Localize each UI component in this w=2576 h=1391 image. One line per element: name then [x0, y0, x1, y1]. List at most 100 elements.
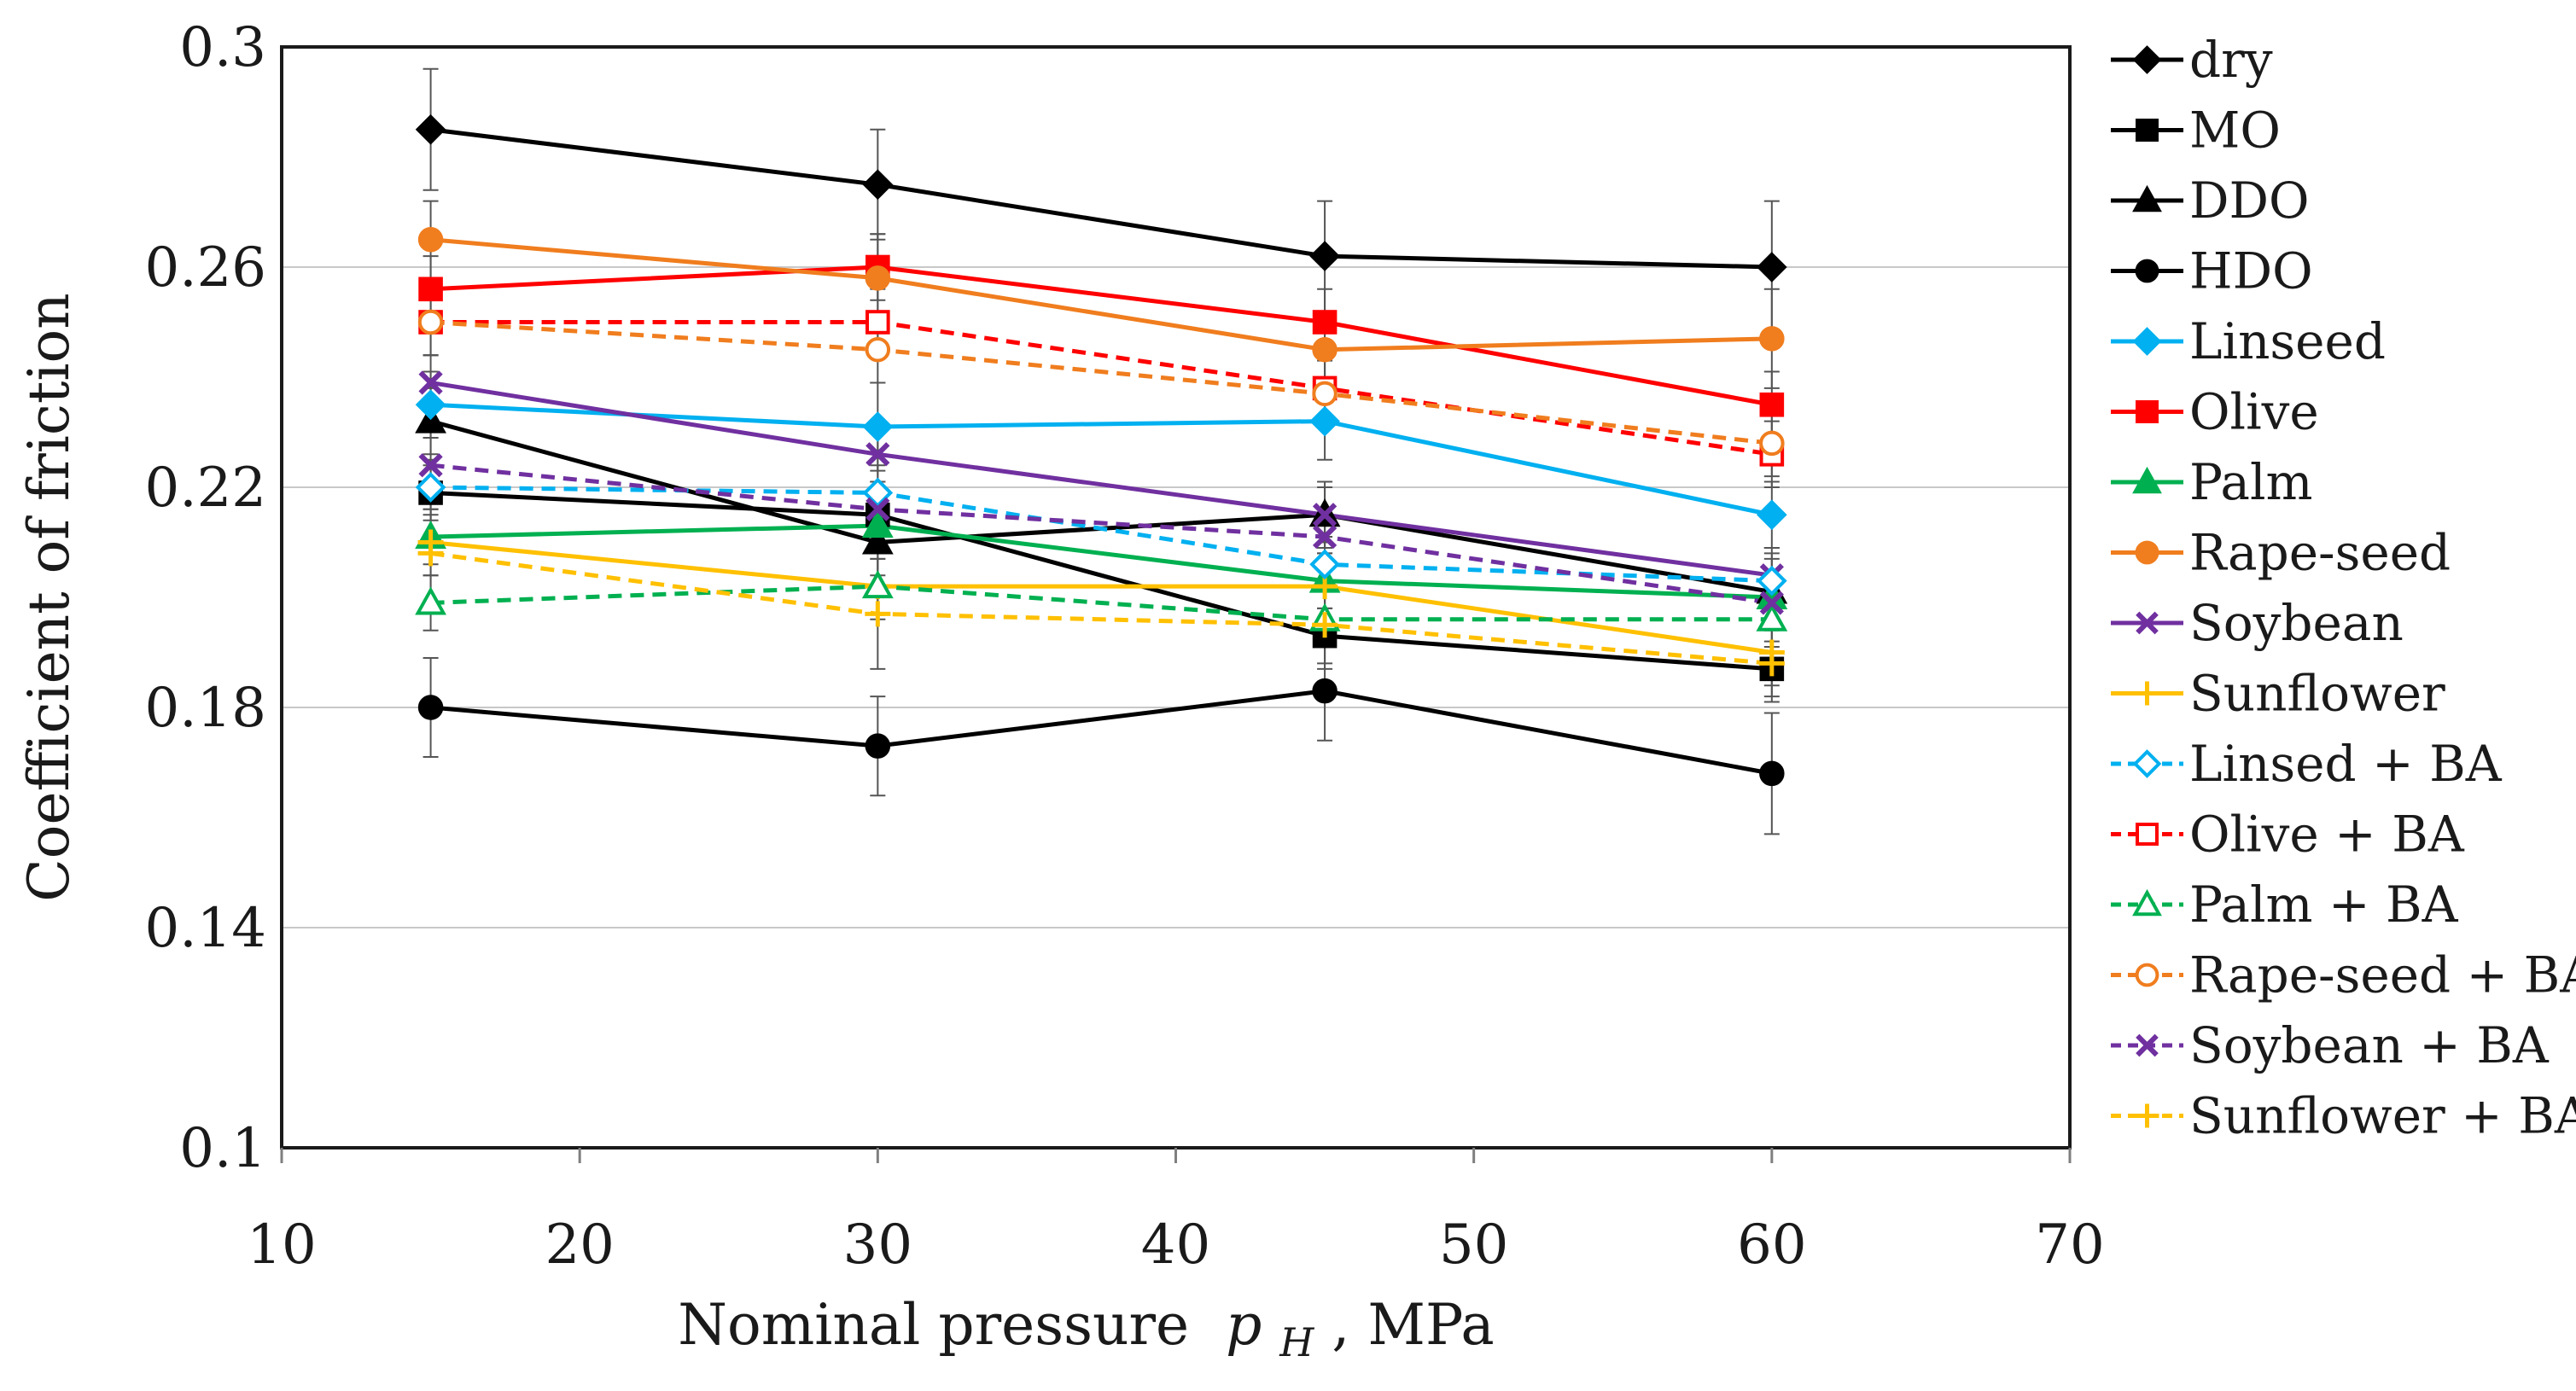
- y-axis-tick-labels: 0.1 0.14 0.18 0.22 0.26 0.3: [145, 16, 267, 1180]
- series-line: [430, 380, 1773, 578]
- data-point: [1757, 252, 1787, 282]
- legend-label: DDO: [2189, 172, 2310, 230]
- x-tick-label: 60: [1737, 1213, 1806, 1277]
- data-point: [1312, 337, 1338, 363]
- series-line: [430, 237, 1772, 352]
- x-tick-label: 50: [1439, 1213, 1508, 1277]
- data-point: [417, 540, 444, 567]
- legend-marker: [2135, 963, 2159, 987]
- data-point: [1759, 591, 1784, 615]
- data-point: [415, 404, 446, 434]
- legend-item: MO: [2111, 102, 2281, 160]
- data-point: [418, 370, 443, 395]
- data-point: [1759, 760, 1785, 787]
- legend-label: Soybean + BA: [2189, 1016, 2550, 1074]
- data-point: [1312, 612, 1338, 638]
- data-point: [1312, 310, 1338, 335]
- x-axis-title-text: Nominal pressure: [678, 1292, 1189, 1358]
- data-point: [865, 733, 891, 759]
- data-point: [1756, 602, 1788, 631]
- legend-marker: [2136, 119, 2159, 142]
- series-line: [430, 402, 1773, 517]
- legend-item: DDO: [2111, 172, 2310, 230]
- y-tick-label: 0.1: [179, 1117, 266, 1180]
- data-point: [1312, 524, 1338, 550]
- x-tick-label: 70: [2035, 1213, 2104, 1277]
- legend-marker: [2132, 749, 2162, 778]
- legend-item: Rape-seed: [2111, 524, 2451, 582]
- data-point: [862, 169, 894, 201]
- legend-item: Sunflower + BA: [2111, 1087, 2576, 1145]
- series-line: [430, 523, 1772, 600]
- legend-label: Linsed + BA: [2189, 735, 2503, 793]
- series-line: [430, 320, 1773, 445]
- data-point: [1312, 503, 1338, 527]
- x-tick-label: 30: [843, 1213, 912, 1277]
- series-line: [430, 320, 1773, 457]
- series-line: [430, 127, 1772, 270]
- legend-label: Palm: [2189, 453, 2313, 511]
- data-point: [418, 276, 443, 302]
- data-point: [1309, 241, 1340, 271]
- legend-item: Rape-seed + BA: [2111, 946, 2576, 1004]
- x-axis-title: Nominal pressure p H , MPa: [678, 1292, 1495, 1370]
- x-tick-label: 20: [545, 1213, 614, 1277]
- data-point: [415, 472, 446, 503]
- data-point: [1759, 392, 1785, 417]
- y-tick-label: 0.3: [179, 16, 266, 79]
- legend-item: Olive + BA: [2111, 806, 2465, 864]
- series-line: [430, 689, 1773, 776]
- series-line: [430, 490, 1773, 672]
- data-point: [861, 569, 894, 599]
- data-point: [865, 337, 891, 363]
- data-point: [1312, 381, 1338, 407]
- legend-label: Soybean: [2189, 594, 2404, 652]
- data-point: [415, 586, 446, 615]
- legend-label: MO: [2189, 102, 2281, 160]
- legend-item: Olive: [2111, 383, 2319, 441]
- data-point: [862, 477, 894, 509]
- data-point: [415, 389, 446, 421]
- data-point: [1759, 326, 1785, 352]
- legend-label: Rape-seed: [2189, 524, 2451, 582]
- legend-item: Soybean + BA: [2111, 1016, 2550, 1074]
- data-point: [861, 526, 894, 555]
- legend-label: Linseed: [2189, 312, 2386, 370]
- legend-item: HDO: [2111, 242, 2313, 300]
- legend-label: Palm + BA: [2189, 876, 2459, 934]
- series-line: [430, 485, 1772, 584]
- series-markers: [415, 113, 1788, 787]
- legend-item: Linseed: [2111, 312, 2386, 370]
- data-point: [1758, 650, 1785, 677]
- series-line: [430, 463, 1773, 605]
- data-point: [1309, 405, 1340, 437]
- legend-label: Sunflower + BA: [2189, 1087, 2576, 1145]
- series-lines: [429, 127, 1773, 776]
- series-line: [430, 550, 1773, 666]
- legend-marker: [2132, 327, 2162, 356]
- data-point: [861, 509, 894, 538]
- legend-marker: [2136, 1033, 2159, 1057]
- legend-marker: [2136, 611, 2159, 635]
- legend-marker: [2136, 823, 2159, 846]
- series-line: [429, 419, 1773, 595]
- legend-marker: [2132, 466, 2162, 494]
- data-point: [862, 411, 894, 442]
- x-tick-label: 40: [1141, 1213, 1210, 1277]
- series-line: [430, 265, 1773, 407]
- legend-marker: [2132, 45, 2162, 74]
- x-axis-tick-labels: 10 20 30 40 50 60 70: [247, 1213, 2104, 1277]
- legend-marker: [2135, 259, 2159, 283]
- legend-item: Palm + BA: [2111, 876, 2459, 934]
- legend-label: Rape-seed + BA: [2189, 946, 2576, 1004]
- data-point: [865, 497, 890, 521]
- y-tick-label: 0.26: [145, 236, 267, 300]
- data-point: [417, 227, 444, 253]
- data-point: [865, 601, 891, 627]
- y-axis-title: Coefficient of friction: [16, 293, 82, 902]
- data-point: [1309, 549, 1340, 580]
- legend-label: HDO: [2189, 242, 2313, 300]
- data-point: [1757, 565, 1787, 597]
- legend-label: Olive: [2189, 383, 2319, 441]
- y-tick-label: 0.14: [145, 897, 267, 960]
